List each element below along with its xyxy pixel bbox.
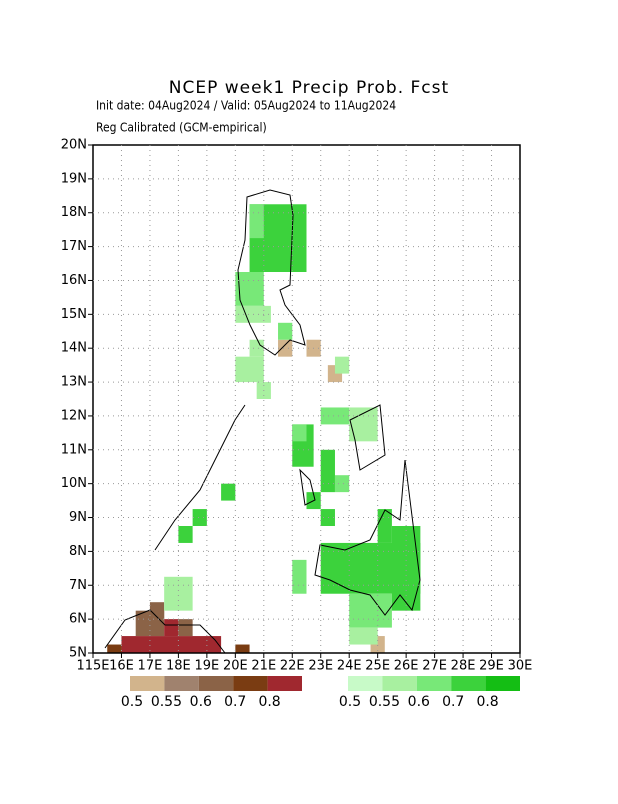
prob-cell — [391, 526, 421, 611]
prob-cell — [320, 407, 350, 425]
prob-cell — [377, 509, 392, 543]
x-tick-label: 29E — [479, 659, 504, 674]
x-tick-label: 17E — [138, 659, 163, 674]
subtitle: Reg Calibrated (GCM-empirical) — [96, 121, 267, 135]
x-tick-label: 25E — [365, 659, 390, 674]
prob-cell — [292, 424, 307, 442]
prob-cell — [164, 619, 179, 637]
legend-label: 0.6 — [190, 694, 212, 710]
y-tick-label: 9N — [69, 510, 87, 525]
prob-cell — [320, 449, 335, 493]
prob-cell — [278, 339, 293, 357]
prob-cell — [249, 339, 264, 357]
legend-swatch — [198, 676, 234, 691]
x-tick-label: 19E — [194, 659, 219, 674]
legend-label: 0.55 — [369, 694, 400, 710]
legend-swatch — [451, 676, 486, 691]
x-tick-label: 24E — [337, 659, 362, 674]
y-tick-label: 18N — [61, 205, 87, 220]
x-tick-label: 18E — [166, 659, 191, 674]
prob-cell — [235, 644, 250, 653]
y-tick-label: 6N — [69, 612, 87, 627]
legend-label: 0.5 — [339, 694, 361, 710]
prob-cell — [349, 593, 392, 628]
prob-cell — [107, 644, 122, 653]
prob-cell — [292, 559, 307, 594]
legend-swatch — [130, 676, 165, 691]
legend-swatch — [348, 676, 383, 691]
legend-swatch — [416, 676, 452, 691]
prob-cell — [249, 204, 264, 239]
prob-cell — [278, 322, 293, 340]
y-tick-label: 12N — [61, 408, 87, 423]
y-tick-label: 13N — [61, 375, 87, 390]
legend-label: 0.55 — [151, 694, 182, 710]
prob-cell — [334, 475, 350, 493]
prob-cell — [320, 509, 335, 526]
subtitle: Init date: 04Aug2024 / Valid: 05Aug2024 … — [96, 99, 396, 113]
prob-cell — [349, 627, 378, 645]
legend-label: 0.8 — [258, 694, 280, 710]
y-tick-label: 7N — [69, 578, 87, 593]
y-tick-label: 15N — [61, 307, 87, 322]
legend-swatch — [382, 676, 417, 691]
prob-cell — [149, 602, 165, 620]
y-tick-label: 11N — [61, 442, 87, 457]
y-tick-label: 20N — [61, 138, 87, 153]
legend-swatch — [485, 676, 520, 691]
prob-cell — [349, 407, 378, 442]
x-tick-label: 28E — [451, 659, 476, 674]
prob-cell — [178, 619, 193, 637]
x-tick-label: 16E — [109, 659, 134, 674]
y-tick-label: 16N — [61, 273, 87, 288]
plot-frame — [92, 144, 521, 654]
legend-swatch — [233, 676, 268, 691]
prob-cell — [192, 509, 207, 526]
legend-swatch — [267, 676, 302, 691]
y-tick-label: 17N — [61, 239, 87, 254]
legend-label: 0.8 — [476, 694, 498, 710]
title: NCEP week1 Precip Prob. Fcst — [169, 78, 449, 98]
y-tick-label: 8N — [69, 544, 87, 559]
x-tick-label: 21E — [251, 659, 276, 674]
prob-cell — [334, 356, 350, 374]
y-tick-label: 5N — [69, 646, 87, 661]
y-tick-label: 10N — [61, 476, 87, 491]
y-tick-label: 19N — [61, 171, 87, 186]
x-tick-label: 27E — [422, 659, 447, 674]
legend-label: 0.5 — [121, 694, 143, 710]
x-tick-label: 23E — [308, 659, 333, 674]
x-tick-label: 26E — [394, 659, 419, 674]
x-tick-label: 20E — [223, 659, 248, 674]
legend-label: 0.7 — [224, 694, 246, 710]
y-tick-label: 14N — [61, 341, 87, 356]
legend-swatch — [164, 676, 199, 691]
x-tick-label: 30E — [508, 659, 533, 674]
legend-label: 0.7 — [442, 694, 464, 710]
prob-cell — [221, 483, 236, 501]
legend-label: 0.6 — [408, 694, 430, 710]
x-tick-label: 115E — [76, 659, 109, 674]
x-tick-label: 22E — [280, 659, 305, 674]
prob-cell — [121, 636, 222, 653]
prob-cell — [235, 356, 264, 383]
coastline — [104, 189, 421, 654]
prob-cell — [178, 526, 193, 543]
